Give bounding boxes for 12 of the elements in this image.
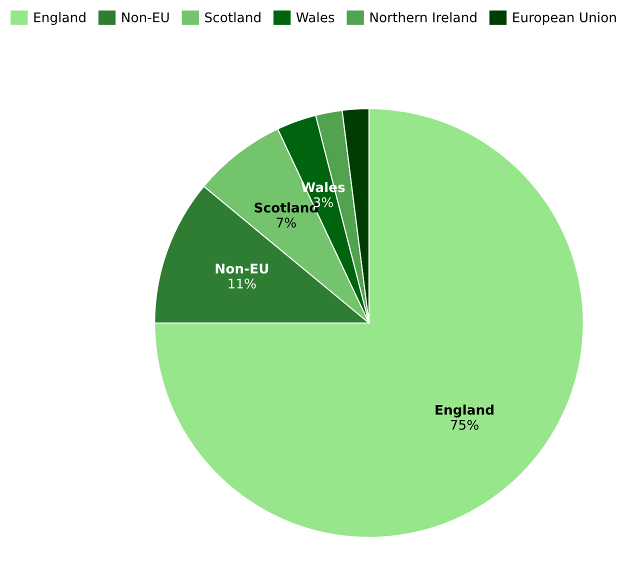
legend-label: England bbox=[34, 12, 86, 25]
pie-slice bbox=[154, 108, 584, 538]
slice-label: Non-EU bbox=[216, 264, 268, 274]
slice-label: England bbox=[436, 404, 494, 418]
data-label: 75% bbox=[450, 420, 478, 430]
data-label: 7% bbox=[276, 218, 296, 228]
legend-label: Wales bbox=[296, 12, 334, 22]
legend-label: European Union bbox=[513, 12, 616, 25]
legend-label: Scotland bbox=[205, 12, 260, 22]
legend-label: Non-EU bbox=[122, 12, 169, 22]
legend-label: Northern Ireland bbox=[370, 12, 476, 22]
data-label: 11% bbox=[228, 278, 256, 289]
